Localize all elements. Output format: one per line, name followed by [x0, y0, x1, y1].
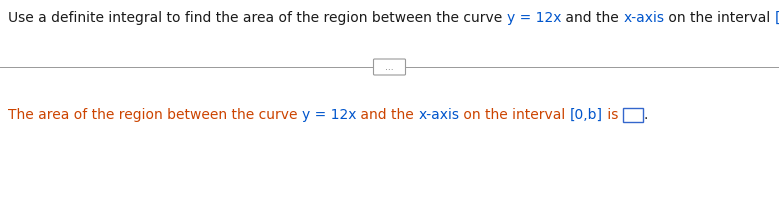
Text: is: is: [603, 108, 623, 122]
Text: ...: ...: [385, 63, 394, 72]
Text: y = 12x: y = 12x: [506, 11, 561, 25]
Text: The area of the region between the curve: The area of the region between the curve: [8, 108, 302, 122]
Text: [0,b]: [0,b]: [775, 11, 779, 25]
Text: .: .: [644, 108, 648, 122]
Text: and the: and the: [561, 11, 623, 25]
Text: [0,b]: [0,b]: [570, 108, 603, 122]
Text: y = 12x: y = 12x: [302, 108, 356, 122]
Text: on the interval: on the interval: [664, 11, 775, 25]
Text: and the: and the: [356, 108, 418, 122]
Text: on the interval: on the interval: [460, 108, 570, 122]
Text: x-axis: x-axis: [623, 11, 664, 25]
Bar: [623, 108, 643, 122]
FancyBboxPatch shape: [373, 59, 406, 75]
Text: Use a definite integral to find the area of the region between the curve: Use a definite integral to find the area…: [8, 11, 506, 25]
Text: x-axis: x-axis: [418, 108, 460, 122]
